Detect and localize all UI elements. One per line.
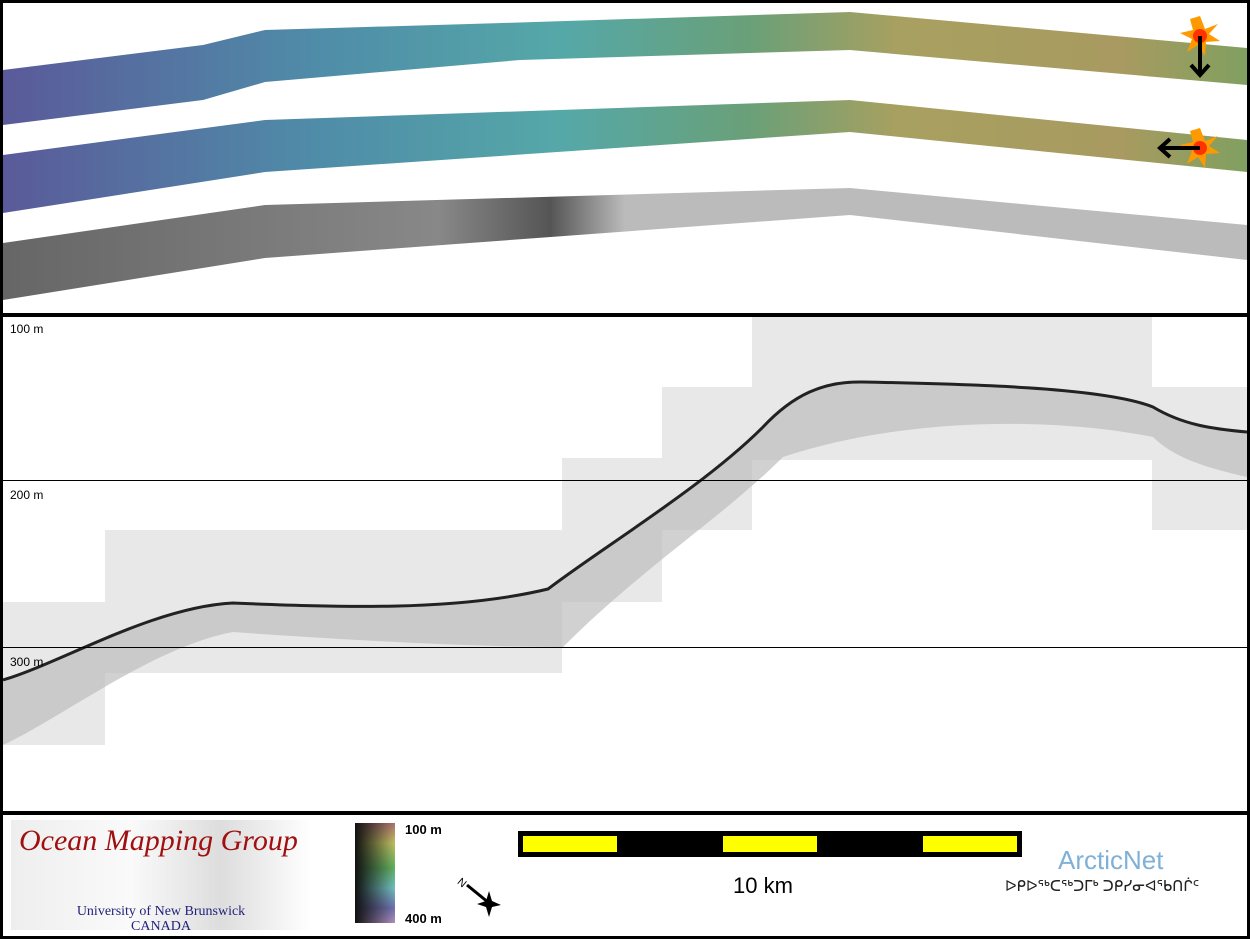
seabed-reflector-shadow — [3, 381, 1247, 745]
ocean-mapping-group-logo: Ocean Mapping Group University of New Br… — [11, 820, 311, 934]
scale-segment — [723, 836, 817, 852]
arcticnet-logo-syllabics: ᐅᑭᐅᖅᑕᖅᑐᒥᒃ ᑐᑭᓯᓂᐊᖃᑎᒌᑦ — [1005, 878, 1200, 895]
logo-university: University of New Brunswick — [76, 904, 246, 919]
logo-affiliation: University of New Brunswick CANADA — [11, 904, 311, 934]
subbottom-profile — [3, 317, 1247, 745]
arrow-down-icon — [1189, 36, 1211, 78]
bathymetry-strips-panel — [3, 3, 1247, 313]
profile-data-blocks — [3, 317, 1247, 745]
bathymetry-strips — [3, 12, 1247, 300]
seabed-reflector — [3, 380, 1247, 682]
scale-segment — [523, 836, 617, 852]
north-arrow-icon: N — [455, 876, 501, 917]
logo-title: Ocean Mapping Group — [19, 824, 298, 857]
logo-country: CANADA — [131, 919, 191, 934]
scale-segment — [923, 836, 1017, 852]
depth-gridline-200 — [3, 480, 1247, 481]
legend-panel: Ocean Mapping Group University of New Br… — [3, 815, 1247, 936]
backscatter-strip — [3, 188, 1247, 300]
subbottom-profile-panel: 100 m 200 m 300 m — [3, 317, 1247, 811]
depth-gridline-300 — [3, 647, 1247, 648]
shaded-relief-strip-east-illum — [3, 100, 1247, 213]
shaded-relief-strip-north-illum — [3, 12, 1247, 125]
arrow-left-icon — [1157, 137, 1200, 159]
scale-label: 10 km — [733, 873, 793, 898]
depth-label-200: 200 m — [10, 488, 44, 502]
colorbar-bottom-label: 400 m — [405, 911, 442, 926]
colorbar-top-label: 100 m — [405, 822, 442, 837]
scale-bar — [518, 831, 1022, 857]
arcticnet-logo-title: ArcticNet — [1058, 845, 1164, 875]
depth-label-100: 100 m — [10, 322, 44, 336]
north-label: N — [455, 876, 469, 890]
depth-colorbar-shading — [355, 823, 395, 923]
depth-label-300: 300 m — [10, 655, 44, 669]
